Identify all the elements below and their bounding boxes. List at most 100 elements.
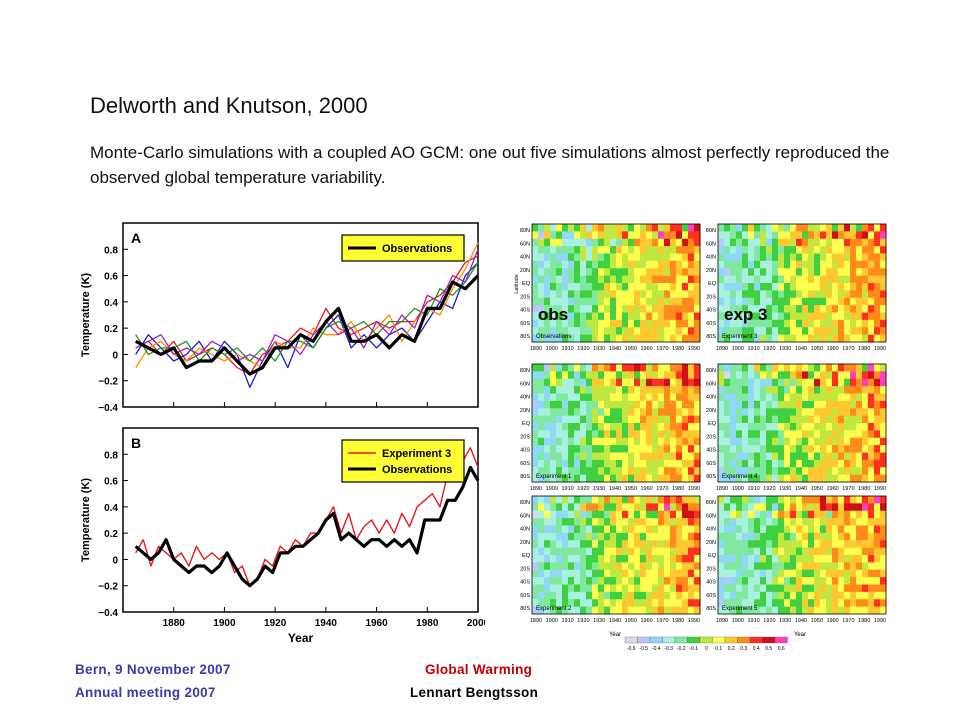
heatmap-cell [616,532,623,541]
heatmap-cell [856,238,863,247]
heatmap-cell [778,364,785,372]
heatmap-cell [718,577,725,585]
heatmap-cell [724,319,731,328]
heatmap-cell [646,260,653,269]
heatmap-cell [592,364,599,372]
year-tick-label: 1890 [716,486,728,492]
heatmap-cell [586,577,593,585]
heatmap-cell [802,562,809,571]
heatmap-cell [550,364,557,372]
heatmap-cell [580,253,587,262]
heatmap-cell [676,224,683,232]
heatmap-cell [862,518,869,526]
heatmap-cell [634,423,641,431]
heatmap-cell [874,518,881,526]
heatmap-cell [766,423,773,431]
heatmap-cell [760,459,767,468]
heatmap-cell [868,577,875,585]
heatmap-cell [868,510,875,519]
heatmap-cell [778,525,785,534]
heatmap-cell [796,400,803,409]
heatmap-cell [880,327,887,336]
heatmap-cell [778,224,785,232]
colorbar-swatch [662,636,676,644]
heatmap-cell [850,459,857,468]
heatmap-cell [724,400,731,409]
heatmap-cell [580,297,587,306]
heatmap-cell [538,569,545,578]
heatmap-cell [598,283,605,291]
heatmap-cell [772,467,779,476]
heatmap-cell [790,275,797,284]
heatmap-cell [868,591,875,600]
heatmap-cell [628,275,635,284]
heatmap-cell [532,364,539,372]
heatmap-cell [802,238,809,247]
heatmap-cell [646,496,653,504]
heatmap-cell [580,408,587,417]
heatmap-cell [676,231,683,240]
heatmap-cell [802,400,809,409]
year-tick-label: 1940 [609,346,621,352]
heatmap-cell [574,430,581,439]
heatmap-cell [862,445,869,453]
heatmap-cell [850,569,857,578]
heatmap-cell [538,584,545,593]
heatmap-cell [604,415,611,424]
heatmap-cell [790,319,797,328]
heatmap-cell [634,408,641,417]
heatmap-cell [868,334,875,343]
heatmap-cell [868,238,875,247]
heatmap-cell [850,430,857,439]
latitude-tick-label: 80S [706,334,716,340]
heatmap-cell [736,386,743,394]
heatmap-cell [544,430,551,439]
heatmap-cell [556,606,563,615]
heatmap-cell [670,238,677,247]
heatmap-cell [874,496,881,504]
heatmap-cell [568,532,575,541]
heatmap-cell [682,327,689,336]
heatmap-cell [766,386,773,394]
heatmap-cell [610,474,617,483]
heatmap-cell [664,312,671,321]
heatmap-cell [802,437,809,446]
heatmap-cell [568,275,575,284]
heatmap-cell [616,386,623,394]
heatmap-cell [628,423,635,431]
heatmap-cell [790,532,797,541]
heatmap-cell [682,584,689,593]
heatmap-cell [580,591,587,600]
heatmap-cell [640,393,647,402]
heatmap-cell [538,467,545,476]
heatmap-cell [742,334,749,343]
heatmap-cell [646,525,653,534]
heatmap-cell [850,577,857,585]
heatmap-cell [724,423,731,431]
heatmap-cell [796,547,803,556]
heatmap-cell [664,503,671,512]
heatmap-cell [766,459,773,468]
heatmap-cell [568,510,575,519]
x-tick-label: 1880 [163,618,186,629]
heatmap-cell [880,393,887,402]
heatmap-cell [592,305,599,313]
year-tick-label: 1960 [640,346,652,352]
heatmap-cell [634,400,641,409]
heatmap-cell [676,540,683,549]
colorbar-label: -0.1 [689,646,698,652]
heatmap-cell [868,445,875,453]
heatmap-cell [604,312,611,321]
heatmap-cell [754,569,761,578]
heatmap-cell [586,305,593,313]
heatmap-cell [550,312,557,321]
heatmap-cell [790,445,797,453]
heatmap-cell [598,518,605,526]
heatmap-cell [622,386,629,394]
heatmap-cell [766,540,773,549]
heatmap-cell [736,562,743,571]
heatmap-cell [838,423,845,431]
heatmap-cell [748,378,755,387]
heatmap-cell [880,238,887,247]
heatmap-cell [826,599,833,608]
